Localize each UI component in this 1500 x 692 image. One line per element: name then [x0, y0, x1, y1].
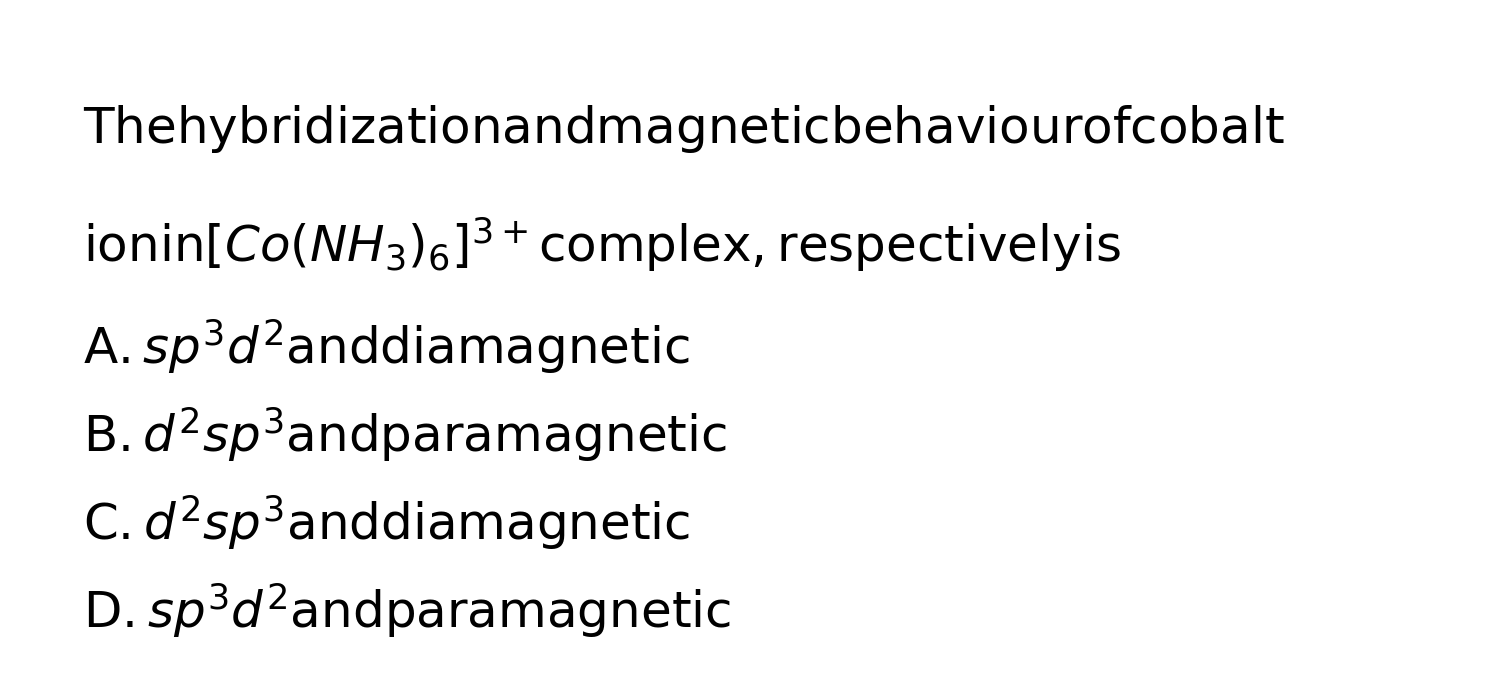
Text: $\mathregular{C.  }d^2sp^3\mathregular{  and diamagnetic}$: $\mathregular{C. }d^2sp^3\mathregular{ a…: [82, 493, 690, 552]
Text: $\mathregular{B.  }d^2sp^3\mathregular{  and paramagnetic}$: $\mathregular{B. }d^2sp^3\mathregular{ a…: [82, 405, 728, 464]
Text: $\mathregular{The hybridization and magnetic behaviour of cobalt}$: $\mathregular{The hybridization and magn…: [82, 103, 1284, 155]
Text: $\mathregular{ion in  }[Co(NH_3)_6]^{3+}\mathregular{  complex, respectively is}: $\mathregular{ion in }[Co(NH_3)_6]^{3+}\…: [82, 215, 1120, 274]
Text: $\mathregular{A.  }sp^3d^2\mathregular{  and diamagnetic}$: $\mathregular{A. }sp^3d^2\mathregular{ a…: [82, 316, 690, 376]
Text: $\mathregular{D.  }sp^3d^2\mathregular{  and paramagnetic}$: $\mathregular{D. }sp^3d^2\mathregular{ a…: [82, 581, 730, 640]
